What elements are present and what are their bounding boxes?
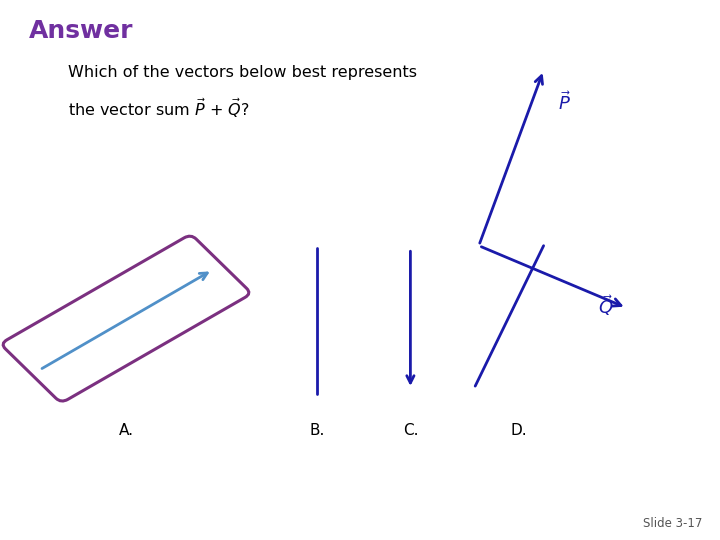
Text: $\vec{Q}$: $\vec{Q}$ [598, 293, 613, 318]
Text: the vector sum $\vec{P}$ + $\vec{Q}$?: the vector sum $\vec{P}$ + $\vec{Q}$? [68, 97, 250, 120]
Text: B.: B. [309, 423, 325, 438]
Text: C.: C. [402, 423, 418, 438]
Text: Slide 3-17: Slide 3-17 [643, 517, 702, 530]
Text: $\vec{P}$: $\vec{P}$ [558, 91, 571, 114]
Text: D.: D. [510, 423, 527, 438]
Text: A.: A. [119, 423, 133, 438]
Text: Answer: Answer [29, 19, 133, 43]
Text: Which of the vectors below best represents: Which of the vectors below best represen… [68, 65, 418, 80]
